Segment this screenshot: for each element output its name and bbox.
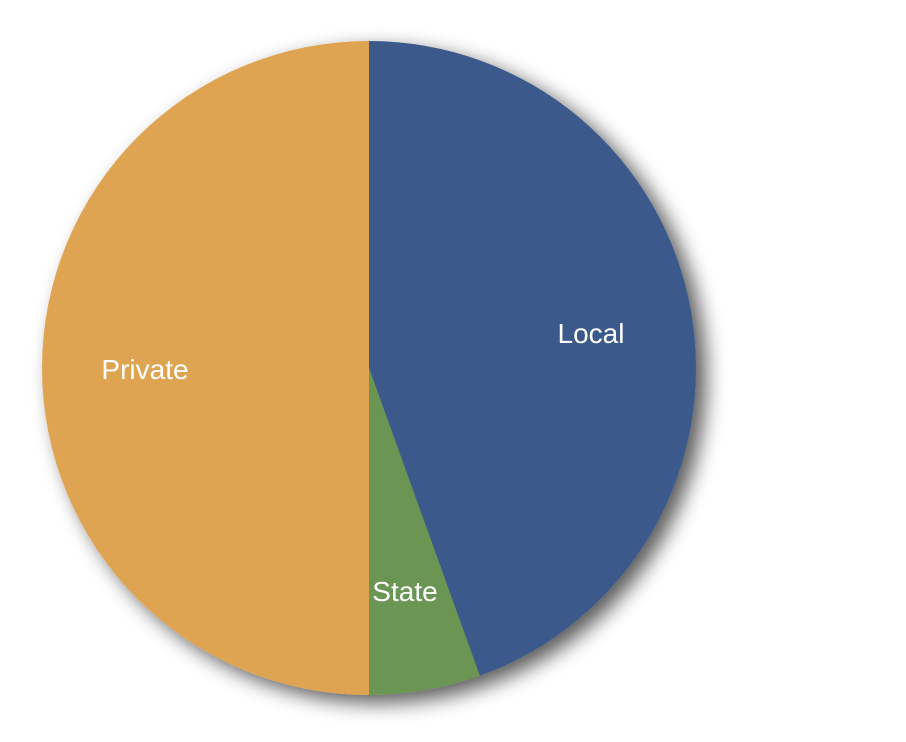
pie-slices <box>42 40 697 695</box>
pie-slice-state <box>369 368 480 695</box>
pie-slice-local <box>369 40 697 676</box>
slice-label-local: Local <box>558 318 625 349</box>
pie-labels: Local State Private <box>101 318 624 607</box>
slice-label-state: State <box>372 576 437 607</box>
pie-slice-private <box>42 41 369 695</box>
slice-label-private: Private <box>101 354 188 385</box>
